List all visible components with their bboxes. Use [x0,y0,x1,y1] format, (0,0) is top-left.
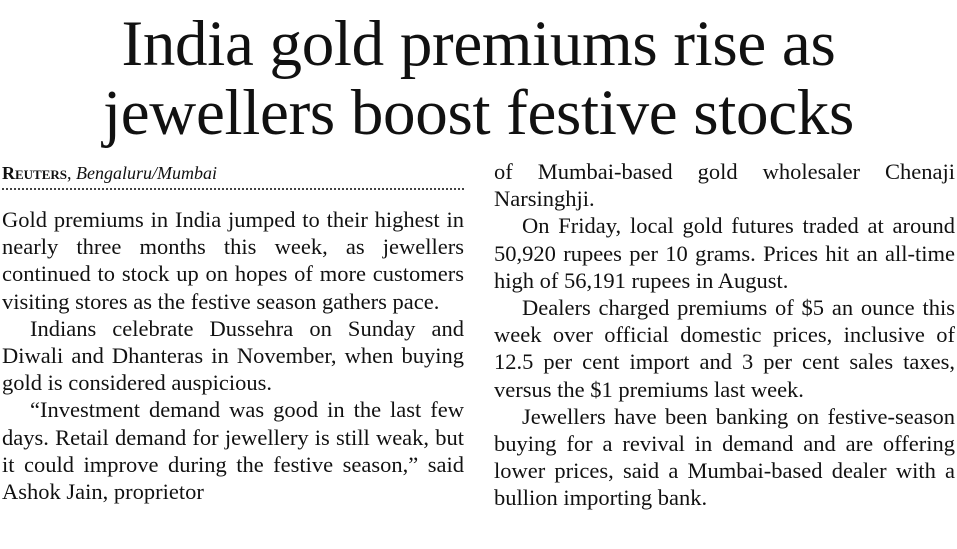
headline-line-2: jewellers boost festive stocks [103,77,854,149]
paragraph: Jewellers have been banking on festive-s… [494,403,955,511]
paragraph: On Friday, local gold futures traded at … [494,213,955,293]
article-column-left: Reuters, Bengaluru/Mumbai Gold premiums … [2,158,464,505]
byline: Reuters, Bengaluru/Mumbai [2,158,464,190]
paragraph: Gold premiums in India jumped to their h… [2,207,464,314]
paragraph: Dealers charged premiums of $5 an ounce … [494,295,955,402]
byline-agency: Reuters [2,163,68,183]
byline-separator: , [67,163,77,183]
byline-location: Bengaluru/Mumbai [76,163,218,183]
headline-line-1: India gold premiums rise as [121,8,836,80]
paragraph: “Investment demand was good in the last … [2,397,464,505]
paragraph: of Mumbai-based gold wholesaler Chenaji … [494,159,955,212]
article-column-right: of Mumbai-based gold wholesaler Chenaji … [494,158,955,512]
headline: India gold premiums rise as jewellers bo… [0,10,957,148]
paragraph: Indians celebrate Dussehra on Sunday and… [2,315,464,396]
